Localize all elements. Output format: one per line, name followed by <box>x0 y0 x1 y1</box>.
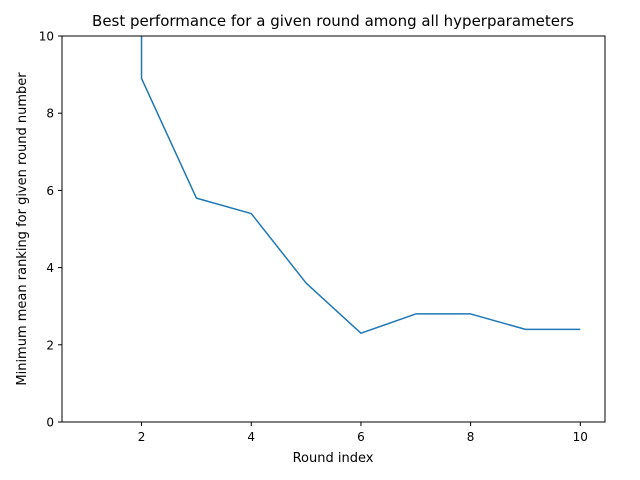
x-axis-label: Round index <box>293 451 374 466</box>
chart-title: Best performance for a given round among… <box>92 12 574 30</box>
plot-frame <box>61 35 606 423</box>
y-tick-label: 4 <box>46 261 54 275</box>
x-tick-label: 8 <box>467 430 475 444</box>
x-tick-label: 10 <box>573 430 588 444</box>
x-tick-label: 6 <box>357 430 365 444</box>
series-layer <box>140 36 581 334</box>
y-axis-label: Minimum mean ranking for given round num… <box>15 72 30 386</box>
y-tick-label: 6 <box>46 184 54 198</box>
x-tick-label: 2 <box>138 430 146 444</box>
y-tick-label: 8 <box>46 107 54 121</box>
x-axis-ticks: 2 4 6 8 10 <box>138 422 588 444</box>
y-tick-label: 2 <box>46 338 54 352</box>
y-tick-label: 0 <box>46 416 54 430</box>
y-axis-ticks: 0 2 4 6 8 10 <box>39 30 62 430</box>
x-tick-label: 4 <box>247 430 255 444</box>
series-line-0 <box>140 36 581 334</box>
y-tick-label: 10 <box>39 30 54 44</box>
